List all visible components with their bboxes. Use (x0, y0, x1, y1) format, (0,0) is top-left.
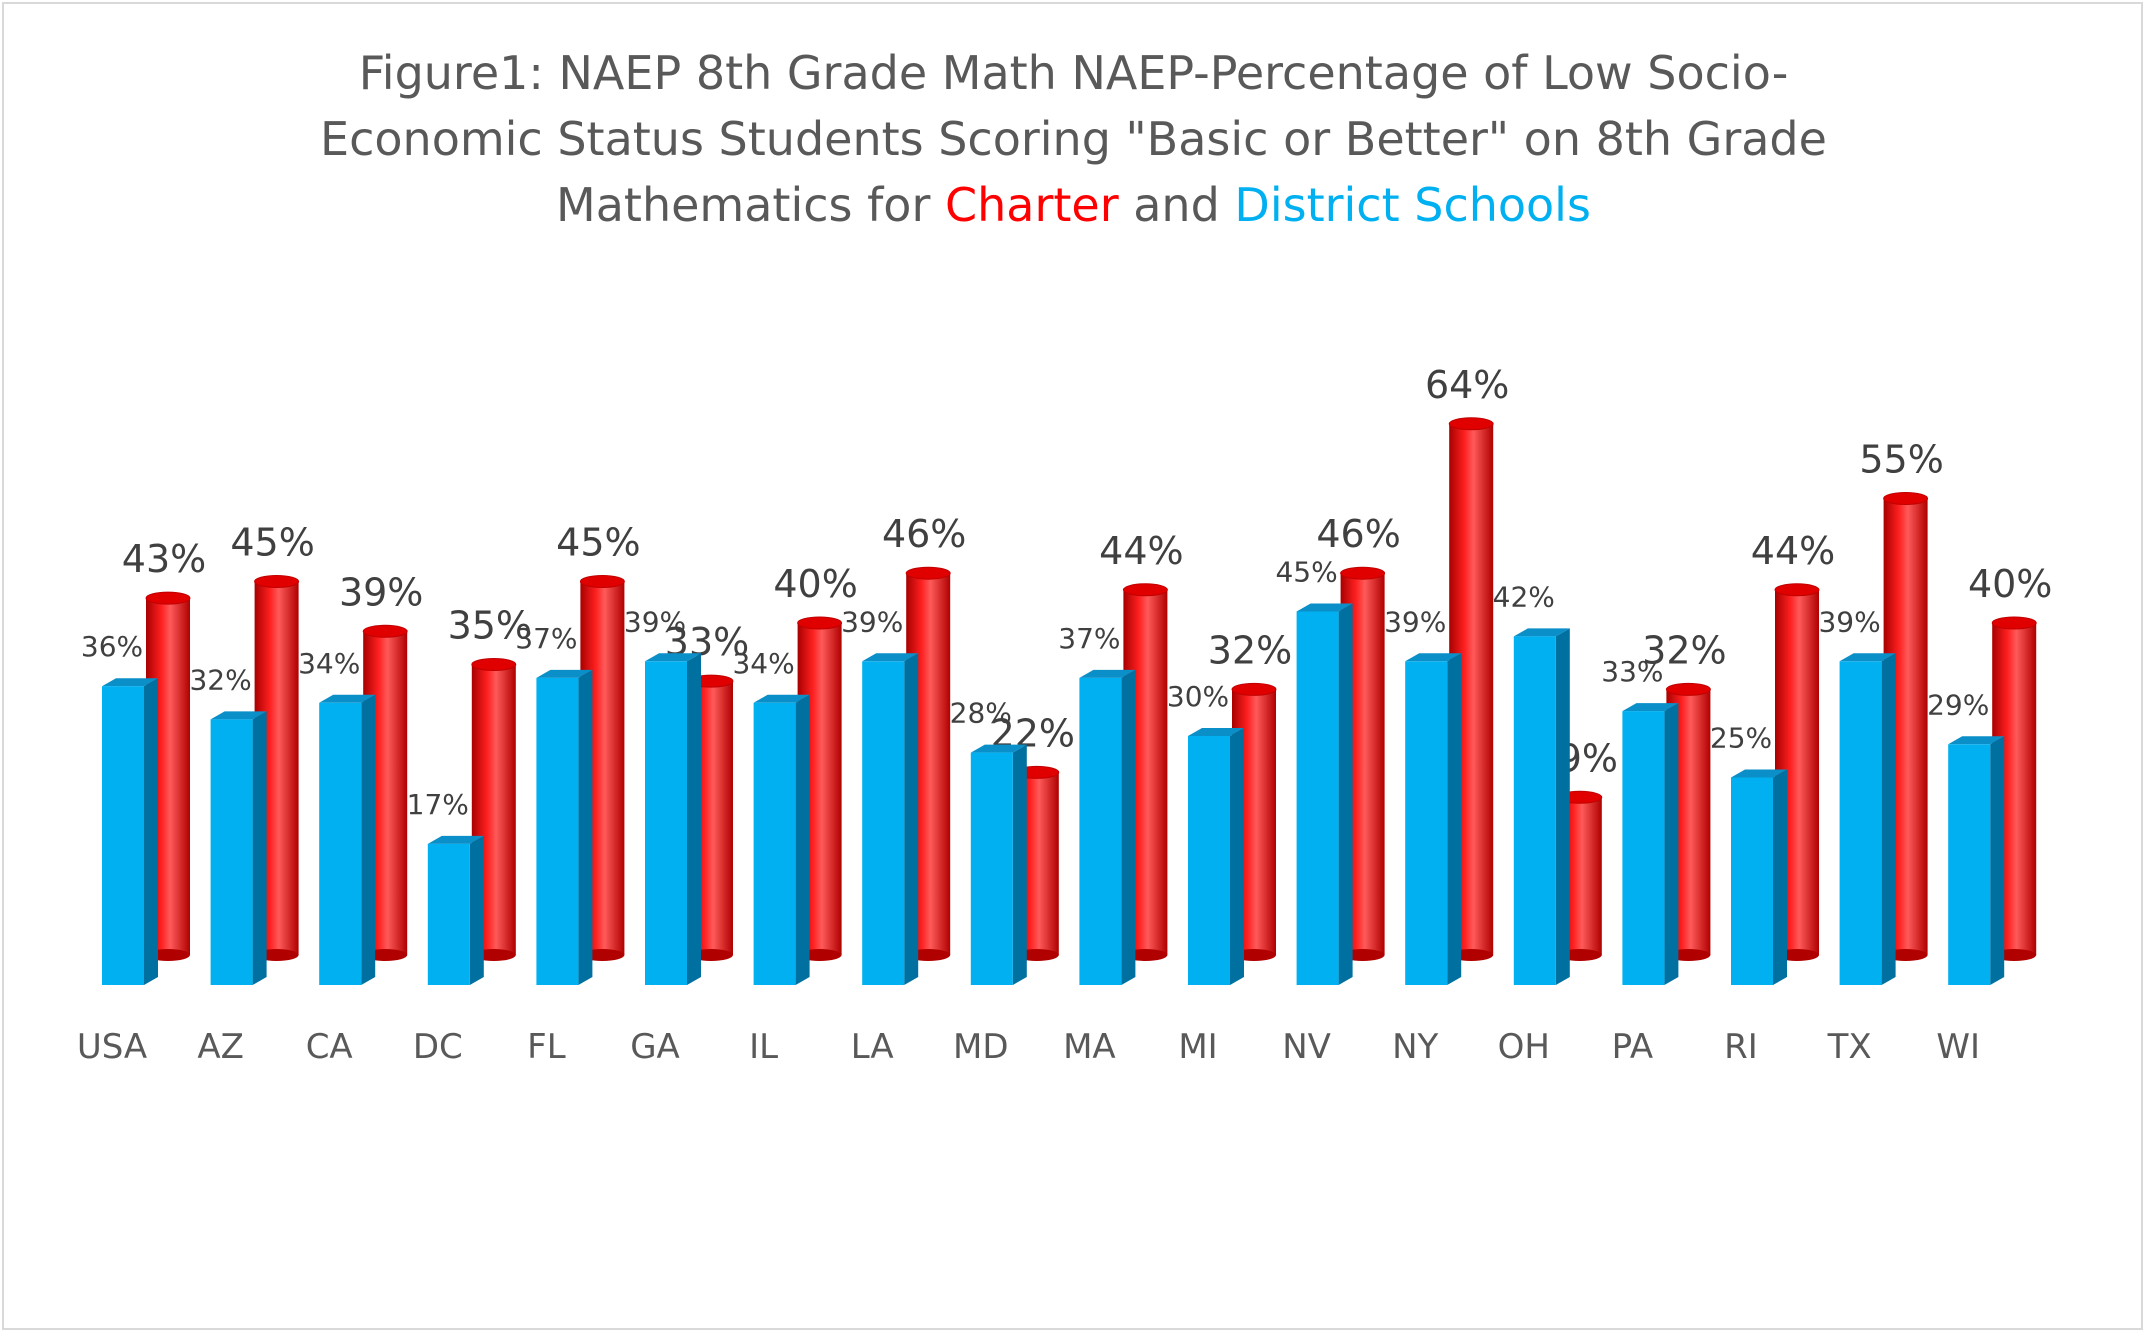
district-value-label: 37% (515, 622, 577, 655)
title-text-and: and (1118, 178, 1235, 232)
district-bar-usa (102, 678, 158, 985)
district-value-label: 17% (407, 788, 469, 821)
district-bar-ma (1079, 669, 1136, 985)
title-line-3: Mathematics for Charter and District Sch… (0, 172, 2147, 238)
title-text-for: Mathematics for (556, 178, 945, 232)
charter-value-label: 44% (1099, 529, 1183, 573)
charter-bar-dc (471, 658, 517, 961)
district-value-label: 32% (189, 663, 251, 696)
x-tick-label: WI (1936, 1027, 1980, 1067)
district-value-label: 39% (1384, 605, 1446, 638)
charter-value-label: 64% (1425, 363, 1509, 407)
district-bar-tx (1839, 653, 1896, 985)
x-tick-label: RI (1724, 1027, 1758, 1067)
district-bar-ca (319, 694, 376, 985)
district-bar-md (970, 744, 1027, 985)
district-value-label: 39% (1818, 605, 1880, 638)
x-tick-label: AZ (197, 1027, 244, 1067)
x-tick-label: FL (527, 1027, 566, 1067)
charter-value-label: 40% (773, 562, 857, 606)
district-value-label: 34% (732, 647, 794, 680)
district-value-label: 29% (1927, 688, 1989, 721)
district-value-label: 45% (1275, 556, 1337, 589)
district-bar-nv (1296, 603, 1353, 985)
x-tick-label: NY (1392, 1027, 1438, 1067)
charter-value-label: 32% (1208, 628, 1292, 672)
x-tick-label: NV (1282, 1027, 1331, 1067)
district-bar-il (753, 694, 810, 985)
district-value-label: 28% (950, 697, 1012, 730)
charter-value-label: 44% (1751, 529, 1835, 573)
x-tick-label: PA (1612, 1027, 1654, 1067)
district-value-label: 39% (841, 605, 903, 638)
district-bar-ri (1731, 769, 1787, 985)
x-tick-label: CA (306, 1027, 353, 1067)
x-tick-label: LA (851, 1027, 894, 1067)
charter-value-label: 45% (556, 521, 640, 565)
chart-title: Figure1: NAEP 8th Grade Math NAEP-Percen… (0, 40, 2147, 238)
district-value-label: 39% (624, 605, 686, 638)
district-bar-mi (1188, 728, 1244, 985)
district-bar-dc (427, 835, 484, 985)
x-tick-label: GA (630, 1027, 680, 1067)
district-bar-ga (645, 653, 701, 985)
x-axis-tick-labels: USA AZ CA DC FL GA IL LA MD MA MI NV NY OH PA RI TX WI (77, 1027, 1980, 1067)
district-value-label: 36% (81, 630, 143, 663)
district-bar-pa (1622, 703, 1679, 985)
district-bar-fl (536, 669, 593, 985)
charter-value-label: 32% (1642, 628, 1726, 672)
district-value-label: 25% (1710, 722, 1772, 755)
title-line-2: Economic Status Students Scoring "Basic … (320, 112, 1827, 166)
x-tick-label: IL (749, 1027, 778, 1067)
title-district-schools: District Schools (1234, 178, 1591, 232)
x-tick-label: USA (77, 1027, 147, 1067)
x-tick-label: MD (953, 1027, 1009, 1067)
district-bar-la (862, 653, 919, 985)
charter-value-label: 45% (230, 521, 314, 565)
district-bar-oh (1513, 628, 1570, 985)
charter-value-label: 40% (1968, 562, 2052, 606)
district-series: 36%32%34%17%37%39%34%39%28%37%30%45%39%4… (81, 556, 2005, 985)
title-line-1: Figure1: NAEP 8th Grade Math NAEP-Percen… (358, 46, 1789, 100)
x-tick-label: OH (1498, 1027, 1550, 1067)
x-tick-label: MI (1178, 1027, 1217, 1067)
x-tick-label: MA (1063, 1027, 1116, 1067)
district-value-label: 33% (1601, 655, 1663, 688)
district-value-label: 42% (1493, 580, 1555, 613)
charter-value-label: 55% (1859, 438, 1943, 482)
title-charter: Charter (944, 178, 1119, 232)
charter-value-label: 35% (448, 604, 532, 648)
district-bar-wi (1948, 736, 2005, 985)
district-value-label: 34% (298, 647, 360, 680)
x-tick-label: DC (413, 1027, 463, 1067)
charter-value-label: 46% (1316, 512, 1400, 556)
district-value-label: 30% (1167, 680, 1229, 713)
charter-value-label: 43% (122, 537, 206, 581)
district-bar-az (210, 711, 267, 985)
charter-value-label: 46% (882, 512, 966, 556)
charter-value-label: 39% (339, 570, 423, 614)
district-bar-ny (1405, 653, 1462, 985)
x-tick-label: TX (1827, 1027, 1872, 1067)
district-value-label: 37% (1058, 622, 1120, 655)
